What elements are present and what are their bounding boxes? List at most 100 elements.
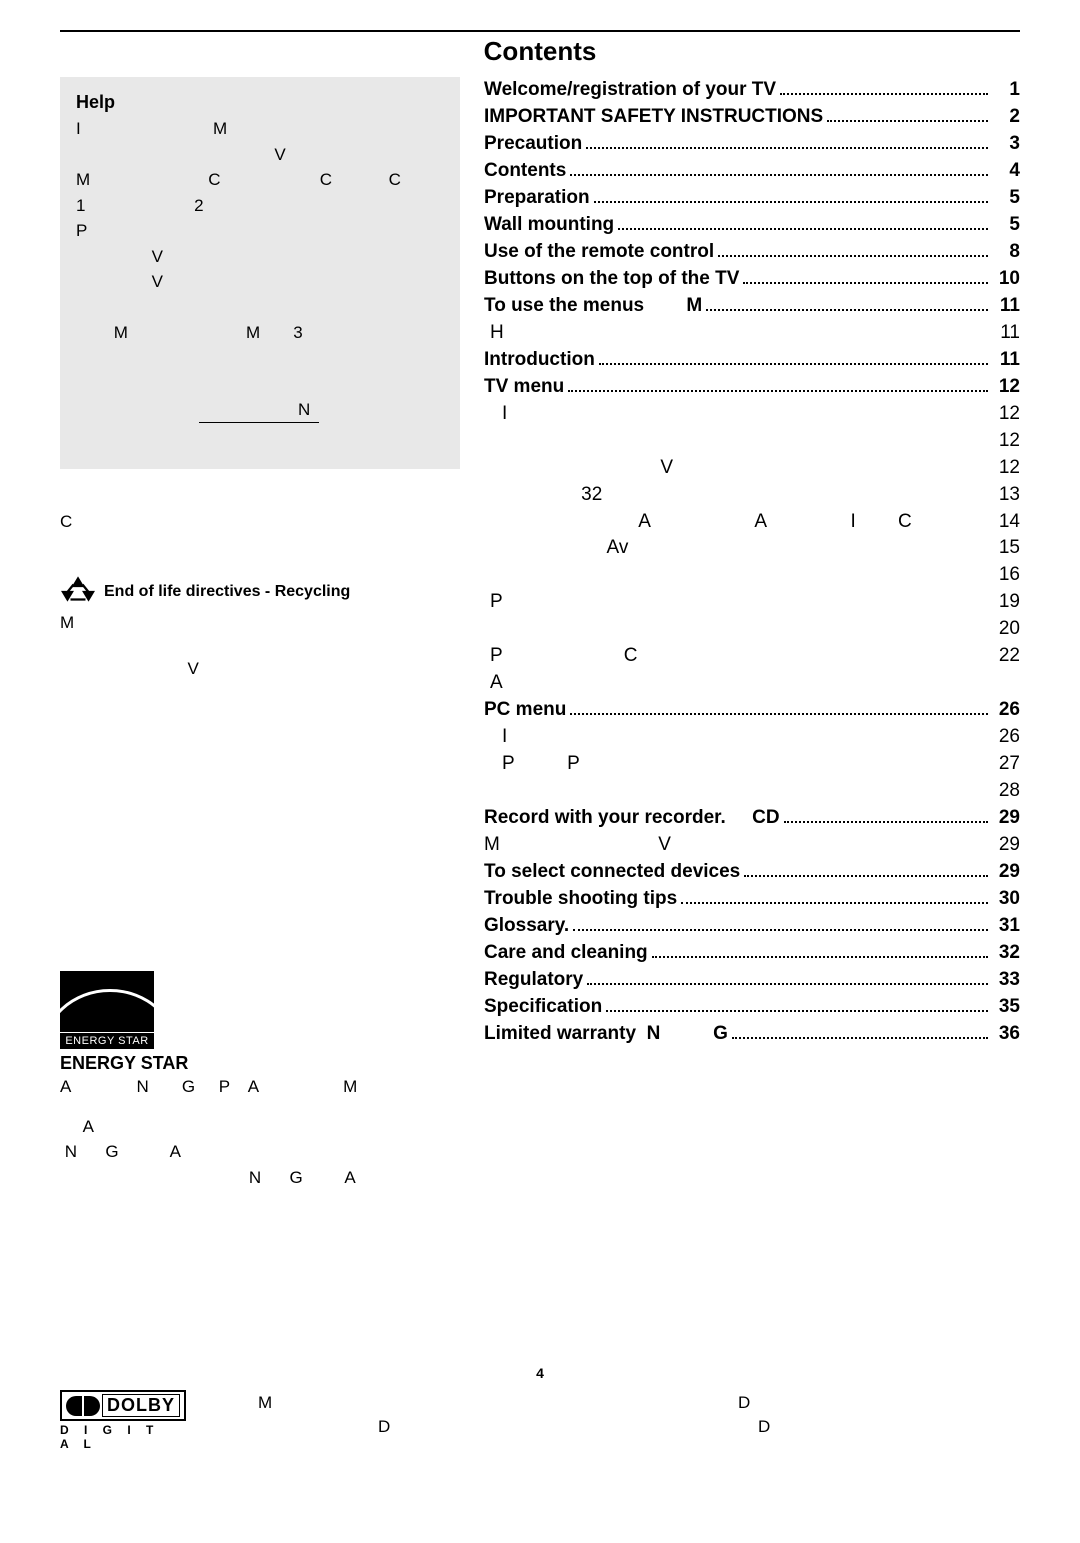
toc-label: V	[484, 455, 673, 482]
toc-page: 1	[992, 77, 1020, 104]
toc-dots	[594, 201, 988, 203]
toc-page: 33	[992, 967, 1020, 994]
toc-dots	[743, 282, 988, 284]
toc-label: Care and cleaning	[484, 940, 648, 967]
toc-entry: Preparation5	[484, 185, 1020, 212]
toc-subentry: I 12	[484, 401, 1020, 428]
toc-label: P	[484, 589, 503, 616]
toc-subentry: P C22	[484, 643, 1020, 670]
toc-page: 2	[992, 104, 1020, 131]
dolby-d-icon	[66, 1396, 82, 1416]
dolby-word: DOLBY	[102, 1394, 180, 1417]
toc-label: Av	[484, 535, 628, 562]
energy-line: A	[60, 1114, 460, 1140]
toc-page: 4	[992, 158, 1020, 185]
toc-page: 16	[992, 562, 1020, 589]
toc-subentry: P19	[484, 589, 1020, 616]
energy-logo-text: ENERGY STAR	[60, 1032, 154, 1049]
toc-entry: Record with your recorder. CD29	[484, 805, 1020, 832]
toc-label: Precaution	[484, 131, 582, 158]
dolby-logo: DOLBY D I G I T A L	[60, 1390, 180, 1451]
toc-subentry: H11	[484, 320, 1020, 347]
toc-label: Record with your recorder. CD	[484, 805, 780, 832]
toc-label	[484, 562, 507, 589]
help-line: V	[76, 269, 444, 295]
toc-dots	[706, 309, 988, 311]
left-letter-c: C	[60, 509, 460, 535]
toc-page: 15	[992, 535, 1020, 562]
toc-label: IMPORTANT SAFETY INSTRUCTIONS	[484, 104, 823, 131]
toc-label: M V	[484, 832, 671, 859]
toc-page: 28	[992, 778, 1020, 805]
energy-line: A N G P A M	[60, 1074, 460, 1100]
toc-label: Use of the remote control	[484, 239, 714, 266]
toc-label: Contents	[484, 158, 566, 185]
help-line-underlined: .................. N	[76, 371, 444, 449]
toc-page: 30	[992, 886, 1020, 913]
toc-page: 5	[992, 185, 1020, 212]
toc-label: Introduction	[484, 347, 595, 374]
energy-star-logo: ENERGY STAR	[60, 971, 154, 1049]
toc-label: Welcome/registration of your TV	[484, 77, 776, 104]
help-line: I M	[76, 116, 444, 142]
toc-label: I	[484, 724, 507, 751]
toc-page: 26	[992, 697, 1020, 724]
toc-label: Specification	[484, 994, 602, 1021]
toc-page: 26	[992, 724, 1020, 751]
recycling-line-m: M	[60, 610, 460, 636]
toc-label: Buttons on the top of the TV	[484, 266, 739, 293]
toc-page: 20	[992, 616, 1020, 643]
toc-page: 32	[992, 940, 1020, 967]
toc-page: 11	[992, 293, 1020, 320]
toc-entry: TV menu12	[484, 374, 1020, 401]
toc-subentry: 28	[484, 778, 1020, 805]
toc-subentry: 16	[484, 562, 1020, 589]
dolby-d3: D	[758, 1414, 770, 1440]
toc-dots	[586, 147, 988, 149]
toc-label	[484, 428, 507, 455]
top-rule	[60, 30, 1020, 32]
toc-dots	[573, 929, 988, 931]
help-line: 1 2	[76, 193, 444, 219]
toc-page: 12	[992, 455, 1020, 482]
toc-column: Welcome/registration of your TV 1 IMPORTAN…	[484, 77, 1020, 1543]
dolby-d2: D	[378, 1414, 390, 1440]
dolby-right-text: M D D D	[198, 1390, 460, 1543]
toc-page: 10	[992, 266, 1020, 293]
toc-entry: Regulatory 33	[484, 967, 1020, 994]
energy-star-block: ENERGY STAR ENERGY STAR A N G P A M A N …	[60, 971, 460, 1190]
toc-entry: Trouble shooting tips30	[484, 886, 1020, 913]
toc-entry: Limited warranty N G36	[484, 1021, 1020, 1048]
toc-page: 22	[992, 643, 1020, 670]
dolby-d-icon	[84, 1396, 100, 1416]
recycle-icon	[60, 574, 96, 610]
two-column-layout: Help I M V M C C C 1 2	[60, 77, 1020, 1543]
toc-label: Regulatory	[484, 967, 583, 994]
energy-line: N G A	[60, 1139, 460, 1165]
dolby-subtext: D I G I T A L	[60, 1423, 180, 1451]
toc-subentry: 20	[484, 616, 1020, 643]
help-line: P	[76, 218, 444, 244]
toc-entry: To use the menus M11	[484, 293, 1020, 320]
page-number: 4	[0, 1365, 1080, 1381]
toc-label: H	[484, 320, 504, 347]
toc-label: Limited warranty N G	[484, 1021, 728, 1048]
toc-page: 14	[992, 509, 1020, 536]
toc-label: Glossary.	[484, 913, 569, 940]
underline-text: N	[199, 397, 319, 424]
toc-label	[484, 778, 507, 805]
toc-page: 3	[992, 131, 1020, 158]
help-line: M M 3	[76, 295, 444, 372]
toc-entry: Introduction 11	[484, 347, 1020, 374]
help-line: V	[76, 142, 444, 168]
toc-page: 11	[992, 347, 1020, 374]
toc-page: 29	[992, 859, 1020, 886]
toc-page: 12	[992, 428, 1020, 455]
toc-page: 12	[992, 401, 1020, 428]
dolby-block: DOLBY D I G I T A L M D D D	[60, 1390, 460, 1543]
toc-entry: Welcome/registration of your TV 1	[484, 77, 1020, 104]
toc-entry: Precaution 3	[484, 131, 1020, 158]
toc-dots	[587, 983, 988, 985]
toc-label: I	[484, 401, 507, 428]
toc-page: 5	[992, 212, 1020, 239]
